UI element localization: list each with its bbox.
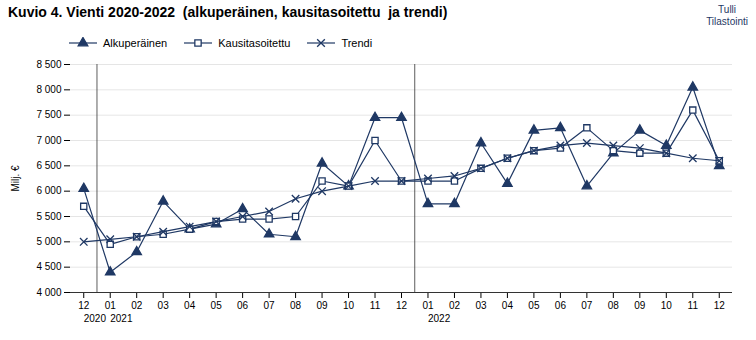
svg-text:5 000: 5 000 xyxy=(36,236,61,247)
svg-text:08: 08 xyxy=(290,300,302,311)
svg-text:7 500: 7 500 xyxy=(36,109,61,120)
svg-text:10: 10 xyxy=(661,300,673,311)
svg-text:02: 02 xyxy=(449,300,461,311)
svg-text:04: 04 xyxy=(502,300,514,311)
svg-text:04: 04 xyxy=(184,300,196,311)
svg-text:Milj. €: Milj. € xyxy=(10,165,21,192)
svg-text:09: 09 xyxy=(316,300,328,311)
html-text:Alkuperäinen: Alkuperäinen xyxy=(103,37,168,49)
svg-text:06: 06 xyxy=(237,300,249,311)
html-text:Kausitasoitettu: Kausitasoitettu xyxy=(218,37,291,49)
svg-text:8 000: 8 000 xyxy=(36,84,61,95)
svg-text:6 500: 6 500 xyxy=(36,160,61,171)
svg-text:11: 11 xyxy=(370,300,381,311)
svg-text:2022: 2022 xyxy=(428,313,451,324)
html-text:Kuvio 4. Vienti 2020-2022 (alk: Kuvio 4. Vienti 2020-2022 (alkuperäinen,… xyxy=(8,4,448,20)
svg-text:02: 02 xyxy=(131,300,143,311)
svg-text:01: 01 xyxy=(105,300,117,311)
html-text:Trendi: Trendi xyxy=(341,37,373,49)
svg-text:07: 07 xyxy=(264,300,276,311)
html-text:Tulli Tilastointi: Tulli Tilastointi xyxy=(706,4,748,27)
svg-text:08: 08 xyxy=(608,300,620,311)
svg-text:01: 01 xyxy=(422,300,434,311)
svg-text:10: 10 xyxy=(343,300,355,311)
svg-text:07: 07 xyxy=(581,300,593,311)
svg-text:05: 05 xyxy=(528,300,540,311)
svg-text:06: 06 xyxy=(555,300,567,311)
svg-text:7 000: 7 000 xyxy=(36,135,61,146)
svg-text:03: 03 xyxy=(158,300,170,311)
svg-text:12: 12 xyxy=(714,300,726,311)
svg-text:6 000: 6 000 xyxy=(36,185,61,196)
svg-text:4 000: 4 000 xyxy=(36,287,61,298)
svg-text:09: 09 xyxy=(634,300,646,311)
svg-text:11: 11 xyxy=(688,300,699,311)
svg-text:2021: 2021 xyxy=(110,313,133,324)
svg-text:8 500: 8 500 xyxy=(36,59,61,70)
svg-text:12: 12 xyxy=(78,300,90,311)
svg-text:2020: 2020 xyxy=(84,313,107,324)
svg-text:12: 12 xyxy=(396,300,408,311)
svg-text:4 500: 4 500 xyxy=(36,261,61,272)
svg-text:5 500: 5 500 xyxy=(36,211,61,222)
svg-text:05: 05 xyxy=(211,300,223,311)
svg-text:03: 03 xyxy=(475,300,487,311)
